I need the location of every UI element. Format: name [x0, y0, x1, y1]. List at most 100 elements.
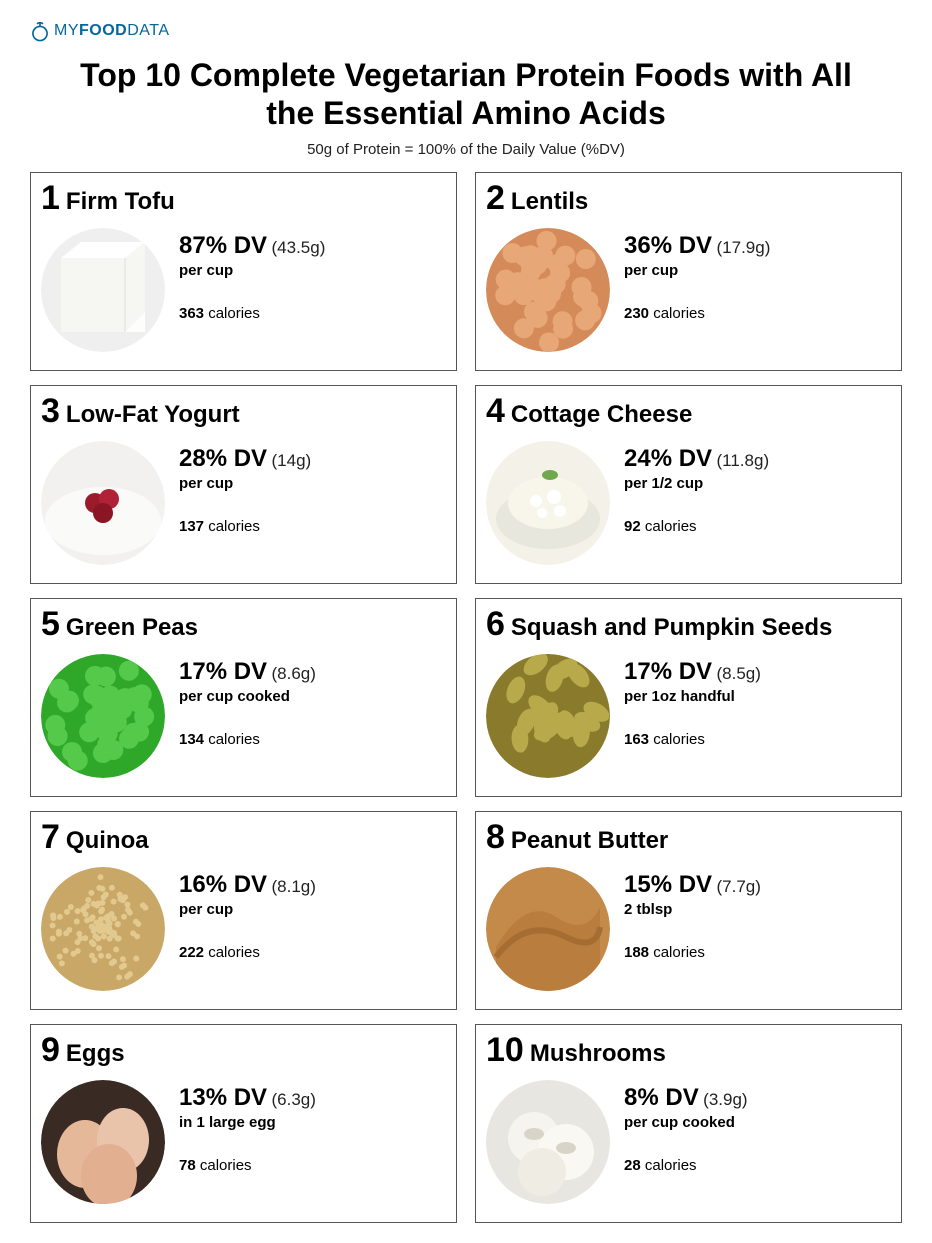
food-grid: 1 Firm Tofu 87% DV (43.5g) per cup 363 c… [30, 172, 902, 1223]
calories-line: 363 calories [179, 305, 325, 322]
card-header: 7 Quinoa [41, 820, 446, 855]
card-body: 36% DV (17.9g) per cup 230 calories [486, 228, 891, 352]
card-body: 87% DV (43.5g) per cup 363 calories [41, 228, 446, 352]
serving-size: per cup [179, 901, 316, 918]
food-card: 1 Firm Tofu 87% DV (43.5g) per cup 363 c… [30, 172, 457, 371]
grams: (6.3g) [272, 1090, 316, 1109]
card-header: 3 Low-Fat Yogurt [41, 394, 446, 429]
dv-percent: 17% DV [624, 658, 712, 685]
grams: (43.5g) [272, 238, 326, 257]
calories-value: 363 [179, 305, 204, 322]
dv-percent: 24% DV [624, 445, 712, 472]
serving-size: per cup cooked [179, 688, 316, 705]
brand-logo: MYFOODDATA [30, 20, 902, 42]
card-body: 13% DV (6.3g) in 1 large egg 78 calories [41, 1080, 446, 1204]
card-body: 8% DV (3.9g) per cup cooked 28 calories [486, 1080, 891, 1204]
calories-value: 28 [624, 1157, 641, 1174]
serving-size: per cup [624, 262, 770, 279]
food-name: Eggs [66, 1040, 125, 1068]
dv-percent: 15% DV [624, 871, 712, 898]
dv-line: 13% DV (6.3g) [179, 1084, 316, 1112]
food-card: 2 Lentils 36% DV (17.9g) per cup 230 cal… [475, 172, 902, 371]
dv-line: 8% DV (3.9g) [624, 1084, 748, 1112]
food-name: Peanut Butter [511, 827, 668, 855]
grams: (8.1g) [272, 877, 316, 896]
dv-line: 36% DV (17.9g) [624, 232, 770, 260]
rank-number: 1 [41, 181, 60, 215]
calories-value: 78 [179, 1157, 196, 1174]
rank-number: 9 [41, 1033, 60, 1067]
dv-percent: 16% DV [179, 871, 267, 898]
food-card: 4 Cottage Cheese 24% DV (11.8g) per 1/2 … [475, 385, 902, 584]
food-image [486, 1080, 610, 1204]
serving-size: per 1/2 cup [624, 475, 769, 492]
dv-line: 17% DV (8.6g) [179, 658, 316, 686]
card-body: 28% DV (14g) per cup 137 calories [41, 441, 446, 565]
rank-number: 3 [41, 394, 60, 428]
food-card: 5 Green Peas 17% DV (8.6g) per cup cooke… [30, 598, 457, 797]
food-card: 10 Mushrooms 8% DV (3.9g) per cup cooked… [475, 1024, 902, 1223]
food-card: 9 Eggs 13% DV (6.3g) in 1 large egg 78 c… [30, 1024, 457, 1223]
food-name: Mushrooms [530, 1040, 666, 1068]
card-header: 2 Lentils [486, 181, 891, 216]
calories-value: 92 [624, 518, 641, 535]
food-image [41, 867, 165, 991]
serving-size: 2 tblsp [624, 901, 761, 918]
food-name: Green Peas [66, 614, 198, 642]
grams: (14g) [272, 451, 312, 470]
calories-line: 188 calories [624, 944, 761, 961]
calories-label: calories [208, 518, 260, 535]
calories-value: 230 [624, 305, 649, 322]
rank-number: 2 [486, 181, 505, 215]
food-name: Firm Tofu [66, 188, 175, 216]
page-title: Top 10 Complete Vegetarian Protein Foods… [70, 56, 862, 133]
dv-line: 24% DV (11.8g) [624, 445, 769, 473]
card-body: 16% DV (8.1g) per cup 222 calories [41, 867, 446, 991]
dv-line: 28% DV (14g) [179, 445, 311, 473]
calories-line: 163 calories [624, 731, 761, 748]
card-header: 9 Eggs [41, 1033, 446, 1068]
food-image [41, 441, 165, 565]
calories-label: calories [200, 1157, 252, 1174]
food-stats: 8% DV (3.9g) per cup cooked 28 calories [624, 1080, 748, 1174]
calories-label: calories [653, 731, 705, 748]
calories-label: calories [645, 518, 697, 535]
food-image [486, 654, 610, 778]
dv-percent: 17% DV [179, 658, 267, 685]
calories-value: 137 [179, 518, 204, 535]
card-body: 24% DV (11.8g) per 1/2 cup 92 calories [486, 441, 891, 565]
food-image [486, 228, 610, 352]
grams: (8.5g) [717, 664, 761, 683]
card-header: 6 Squash and Pumpkin Seeds [486, 607, 891, 642]
food-card: 7 Quinoa 16% DV (8.1g) per cup 222 calor… [30, 811, 457, 1010]
serving-size: per cup [179, 262, 325, 279]
calories-line: 222 calories [179, 944, 316, 961]
rank-number: 4 [486, 394, 505, 428]
calories-line: 230 calories [624, 305, 770, 322]
dv-line: 15% DV (7.7g) [624, 871, 761, 899]
food-stats: 17% DV (8.6g) per cup cooked 134 calorie… [179, 654, 316, 748]
food-stats: 28% DV (14g) per cup 137 calories [179, 441, 311, 535]
card-header: 10 Mushrooms [486, 1033, 891, 1068]
food-stats: 16% DV (8.1g) per cup 222 calories [179, 867, 316, 961]
card-body: 17% DV (8.6g) per cup cooked 134 calorie… [41, 654, 446, 778]
serving-size: per 1oz handful [624, 688, 761, 705]
food-name: Cottage Cheese [511, 401, 692, 429]
food-stats: 17% DV (8.5g) per 1oz handful 163 calori… [624, 654, 761, 748]
food-image [41, 654, 165, 778]
serving-size: in 1 large egg [179, 1114, 316, 1131]
dv-percent: 87% DV [179, 232, 267, 259]
calories-value: 134 [179, 731, 204, 748]
grams: (3.9g) [703, 1090, 747, 1109]
food-image [41, 228, 165, 352]
food-name: Low-Fat Yogurt [66, 401, 240, 429]
calories-label: calories [208, 305, 260, 322]
grams: (7.7g) [717, 877, 761, 896]
calories-label: calories [653, 305, 705, 322]
serving-size: per cup cooked [624, 1114, 748, 1131]
dv-percent: 13% DV [179, 1084, 267, 1111]
card-header: 5 Green Peas [41, 607, 446, 642]
card-body: 15% DV (7.7g) 2 tblsp 188 calories [486, 867, 891, 991]
calories-label: calories [208, 944, 260, 961]
calories-value: 188 [624, 944, 649, 961]
